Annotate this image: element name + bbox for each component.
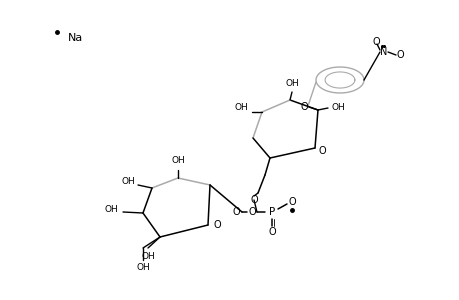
Text: O: O [250,195,257,205]
Text: O: O [232,207,239,217]
Text: P: P [269,207,274,217]
Text: O: O [300,102,307,112]
Text: OH: OH [121,178,134,187]
Text: O: O [268,227,275,237]
Text: O: O [395,50,403,60]
Text: O: O [287,197,295,207]
Text: OH: OH [136,263,150,272]
Text: N: N [380,47,387,57]
Text: OH: OH [285,79,298,88]
Text: O: O [248,207,255,217]
Text: OH: OH [141,252,155,261]
Text: OH: OH [331,103,345,112]
Text: Na: Na [68,33,83,43]
Text: O: O [213,220,221,230]
Text: O: O [318,146,326,156]
Text: OH: OH [104,206,118,214]
Text: OH: OH [234,103,247,112]
Text: OH: OH [171,156,185,165]
Text: O: O [371,37,379,47]
